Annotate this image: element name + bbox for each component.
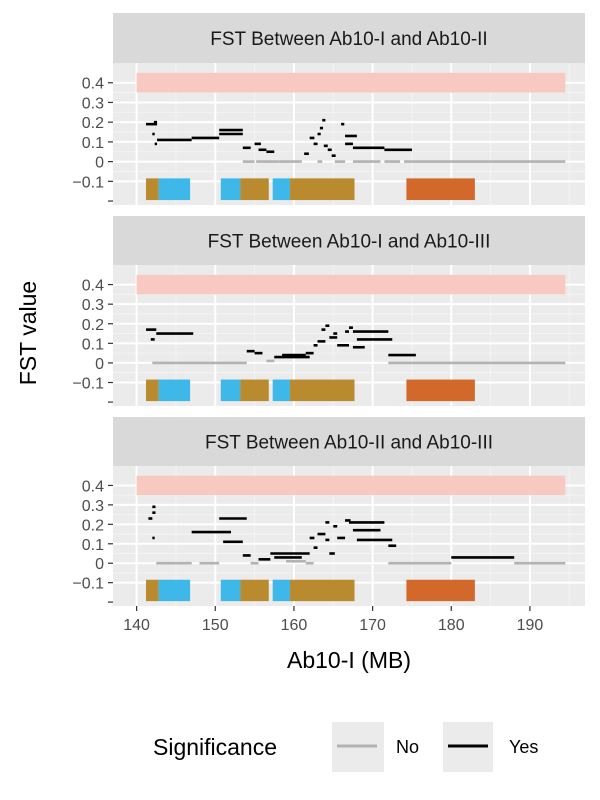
region-block <box>272 579 290 602</box>
region-block <box>290 178 355 201</box>
region-block <box>146 379 159 402</box>
x-tick-label: 140 <box>123 617 150 634</box>
threshold-band <box>136 274 566 295</box>
legend-title: Significance <box>153 734 277 760</box>
facet-panel-2: FST Between Ab10-I and Ab10-III 0.4 0.3 0.2… <box>72 216 585 406</box>
y-tick-label: 0.4 <box>82 278 104 295</box>
facet-panels: FST Between Ab10-I and Ab10-II 0.4 0.3 0.2 0… <box>72 13 585 606</box>
x-tick-label: 190 <box>517 617 544 634</box>
y-axis-title: FST value <box>15 281 41 385</box>
legend-label-yes: Yes <box>509 737 538 757</box>
y-tick-label: 0.2 <box>82 317 104 334</box>
region-block <box>146 579 159 602</box>
facet-strip <box>113 216 585 265</box>
facet-panel-1: FST Between Ab10-I and Ab10-II 0.4 0.3 0.2 0… <box>72 13 585 205</box>
y-tick-label: −0.1 <box>72 376 104 393</box>
x-axis-title: Ab10-I (MB) <box>287 647 411 673</box>
y-tick-label: 0.3 <box>82 95 104 112</box>
y-tick-label: 0 <box>95 556 104 573</box>
legend: Significance No Yes <box>153 722 538 772</box>
facet-strip <box>113 13 585 63</box>
y-tick-label: 0 <box>95 155 104 172</box>
region-block <box>406 178 475 201</box>
y-tick-label: 0.2 <box>82 115 104 132</box>
y-tick-label: 0.4 <box>82 76 104 93</box>
y-tick-label: 0.1 <box>82 336 104 353</box>
y-tick-label: 0.4 <box>82 478 104 495</box>
facet-title: FST Between Ab10-I and Ab10-III <box>208 232 491 253</box>
x-tick-label: 160 <box>281 617 308 634</box>
region-block <box>240 178 269 201</box>
facet-panel-3: FST Between Ab10-II and Ab10-III 0.4 0.3 0.… <box>72 417 585 606</box>
facet-title: FST Between Ab10-I and Ab10-II <box>210 29 487 50</box>
y-tick-label: 0.1 <box>82 135 104 152</box>
y-tick-label: 0.1 <box>82 537 104 554</box>
y-tick-label: −0.1 <box>72 174 104 191</box>
region-block <box>158 178 191 201</box>
x-tick-label: 170 <box>359 617 386 634</box>
y-tick-label: 0.3 <box>82 498 104 515</box>
y-tick-label: 0.2 <box>82 517 104 534</box>
region-block <box>290 579 355 602</box>
region-block <box>240 579 269 602</box>
x-axis: 140 150 160 170 180 190 <box>123 606 543 634</box>
region-block <box>406 379 475 402</box>
legend-label-no: No <box>396 737 419 757</box>
region-block <box>220 379 241 402</box>
region-block <box>220 178 241 201</box>
facet-title: FST Between Ab10-II and Ab10-III <box>205 433 493 454</box>
region-block <box>272 379 290 402</box>
y-tick-label: 0.3 <box>82 297 104 314</box>
region-block <box>240 379 269 402</box>
threshold-band <box>136 72 566 93</box>
region-block <box>272 178 290 201</box>
region-block <box>158 579 191 602</box>
x-tick-label: 150 <box>202 617 229 634</box>
region-block <box>146 178 159 201</box>
y-tick-label: −0.1 <box>72 576 104 593</box>
region-block <box>406 579 475 602</box>
threshold-band <box>136 475 566 496</box>
region-block <box>290 379 355 402</box>
y-tick-label: 0 <box>95 356 104 373</box>
facet-strip <box>113 417 585 466</box>
x-tick-label: 180 <box>438 617 465 634</box>
region-block <box>220 579 241 602</box>
region-block <box>158 379 191 402</box>
